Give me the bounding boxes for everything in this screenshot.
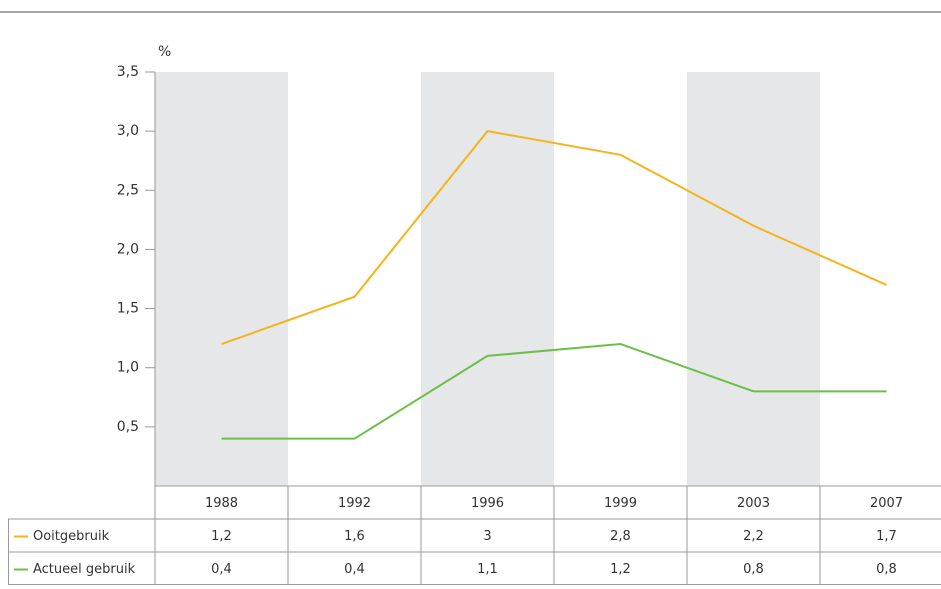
table-value: 0,8	[743, 562, 764, 577]
x-tick-label: 2007	[870, 496, 903, 511]
table-value: 2,8	[610, 529, 631, 544]
table-value: 1,7	[876, 529, 897, 544]
x-tick-label: 1999	[604, 496, 637, 511]
x-tick-label: 2003	[737, 496, 770, 511]
x-tick-label: 1992	[338, 496, 371, 511]
column-band	[155, 72, 288, 486]
y-tick-label: 2,0	[117, 241, 139, 257]
legend-label: Actueel gebruik	[33, 562, 136, 577]
x-tick-label: 1996	[471, 496, 504, 511]
table-value: 3	[483, 529, 491, 544]
series-line	[221, 343, 887, 440]
y-tick-label: 1,5	[117, 301, 139, 317]
table-value: 0,4	[211, 562, 232, 577]
y-tick-label: 2,5	[117, 182, 139, 198]
legend-label: Ooitgebruik	[33, 529, 110, 544]
table-value: 2,2	[743, 529, 764, 544]
column-band	[421, 72, 554, 486]
table-value: 1,2	[610, 562, 631, 577]
x-tick-label: 1988	[205, 496, 238, 511]
y-tick-label: 3,5	[117, 64, 139, 80]
y-tick-label: 1,0	[117, 360, 139, 376]
table-value: 1,1	[477, 562, 498, 577]
series-line	[221, 130, 887, 345]
y-axis-label: %	[158, 44, 171, 60]
table-value: 0,4	[344, 562, 365, 577]
y-tick-label: 0,5	[117, 419, 139, 435]
table-value: 1,6	[344, 529, 365, 544]
y-tick-label: 3,0	[117, 123, 139, 139]
table-value: 1,2	[211, 529, 232, 544]
column-band	[687, 72, 820, 486]
table-value: 0,8	[876, 562, 897, 577]
